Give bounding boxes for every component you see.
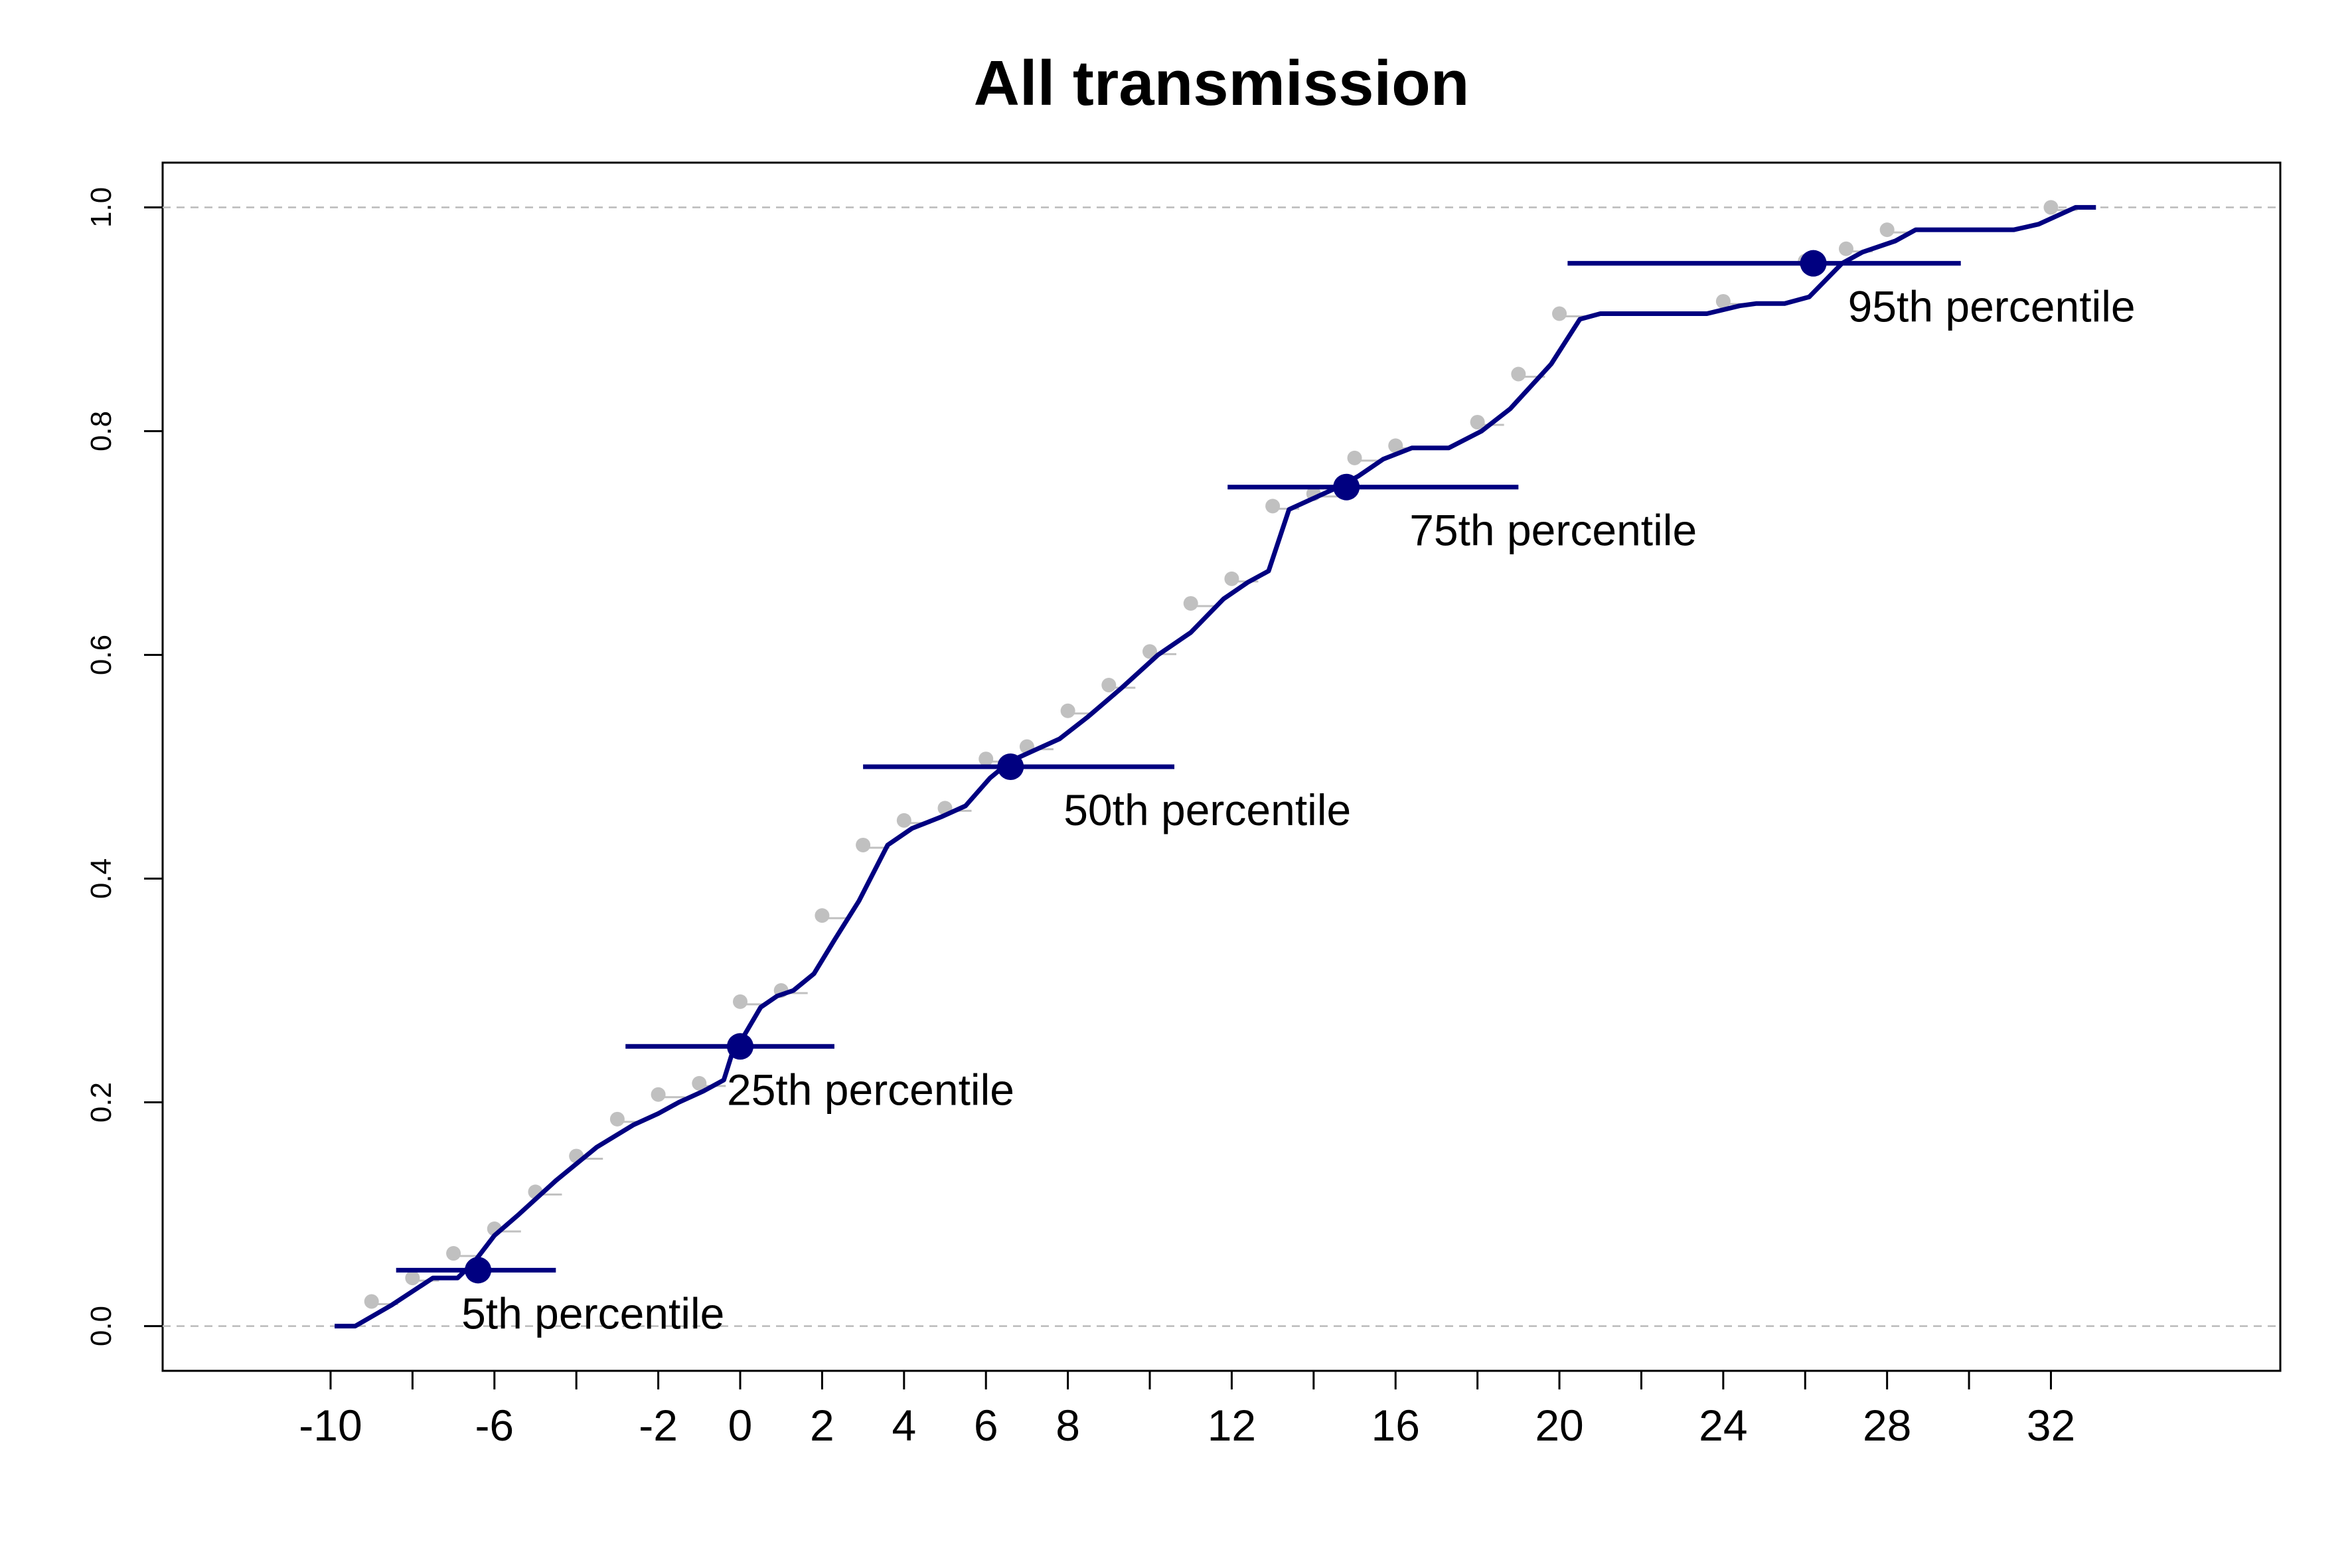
data-point-21 bbox=[1224, 571, 1239, 586]
x-tick-label-3: 0 bbox=[728, 1401, 753, 1450]
y-tick-label-4: 0.8 bbox=[85, 411, 118, 451]
data-point-1 bbox=[405, 1271, 420, 1286]
x-tick-label-8: 12 bbox=[1208, 1401, 1256, 1450]
plot-frame bbox=[161, 161, 2282, 1372]
y-tick-label-2: 0.4 bbox=[85, 858, 118, 899]
y-tick-label-3: 0.6 bbox=[85, 635, 118, 675]
y-axis: 0.0 0.2 0.4 0.6 0.8 1.0 bbox=[85, 187, 163, 1346]
percentile-label-2: 50th percentile bbox=[1063, 785, 1351, 834]
x-tick-label-1: -6 bbox=[475, 1401, 514, 1450]
x-tick-label-5: 4 bbox=[892, 1401, 916, 1450]
data-point-28 bbox=[1552, 306, 1567, 321]
percentile-point-3 bbox=[1333, 473, 1360, 501]
x-tick-label-10: 20 bbox=[1535, 1401, 1583, 1450]
x-tick-label-7: 8 bbox=[1056, 1401, 1080, 1450]
x-tick-label-4: 2 bbox=[810, 1401, 834, 1450]
data-point-18 bbox=[1101, 677, 1117, 692]
data-point-32 bbox=[1879, 222, 1895, 238]
percentile-point-1 bbox=[727, 1033, 753, 1060]
percentile-label-1: 25th percentile bbox=[727, 1065, 1014, 1114]
x-tick-label-6: 6 bbox=[974, 1401, 998, 1450]
y-tick-label-5: 1.0 bbox=[85, 187, 118, 228]
data-point-22 bbox=[1265, 499, 1281, 514]
data-point-13 bbox=[896, 813, 911, 828]
percentile-point-2 bbox=[997, 753, 1024, 780]
data-point-12 bbox=[856, 837, 871, 852]
data-point-7 bbox=[651, 1087, 666, 1102]
x-tick-label-0: -10 bbox=[299, 1401, 362, 1450]
data-point-25 bbox=[1388, 438, 1403, 453]
percentile-point-4 bbox=[1800, 250, 1827, 277]
data-point-27 bbox=[1511, 366, 1526, 382]
data-point-11 bbox=[815, 908, 830, 923]
data-point-9 bbox=[733, 994, 747, 1009]
x-tick-label-11: 24 bbox=[1699, 1401, 1747, 1450]
data-point-2 bbox=[446, 1246, 461, 1261]
data-point-20 bbox=[1183, 595, 1198, 611]
data-point-29 bbox=[1715, 293, 1731, 309]
percentile-point-0 bbox=[465, 1257, 492, 1284]
percentile-label-3: 75th percentile bbox=[1409, 506, 1697, 555]
data-point-19 bbox=[1142, 644, 1158, 659]
reference-lines bbox=[163, 206, 2280, 1327]
percentile-markers: 5th percentile 25th percentile 50th percen… bbox=[396, 250, 2136, 1338]
data-point-17 bbox=[1060, 703, 1075, 718]
percentile-label-0: 5th percentile bbox=[461, 1289, 724, 1338]
y-tick-label-0: 0.0 bbox=[85, 1306, 118, 1346]
data-point-8 bbox=[692, 1075, 707, 1091]
x-tick-label-2: -2 bbox=[639, 1401, 678, 1450]
x-tick-label-13: 32 bbox=[2027, 1401, 2075, 1450]
x-axis: -10 -6 -2 0 2 4 6 8 12 16 20 24 28 32 bbox=[299, 1371, 2075, 1450]
data-point-15 bbox=[979, 751, 994, 767]
scatter-points bbox=[364, 200, 2078, 1309]
x-tick-label-12: 28 bbox=[1863, 1401, 1911, 1450]
chart-title: All transmission bbox=[974, 48, 1470, 119]
cdf-curve bbox=[335, 204, 2096, 1329]
data-point-33 bbox=[2043, 200, 2059, 215]
x-tick-label-9: 16 bbox=[1372, 1401, 1420, 1450]
percentile-label-4: 95th percentile bbox=[1848, 282, 2136, 331]
cdf-line bbox=[335, 204, 2096, 1329]
y-tick-label-1: 0.2 bbox=[85, 1082, 118, 1123]
data-point-24 bbox=[1347, 450, 1362, 465]
data-point-6 bbox=[609, 1111, 625, 1127]
data-point-0 bbox=[364, 1294, 379, 1309]
data-point-31 bbox=[1838, 241, 1853, 256]
data-point-26 bbox=[1470, 414, 1485, 430]
